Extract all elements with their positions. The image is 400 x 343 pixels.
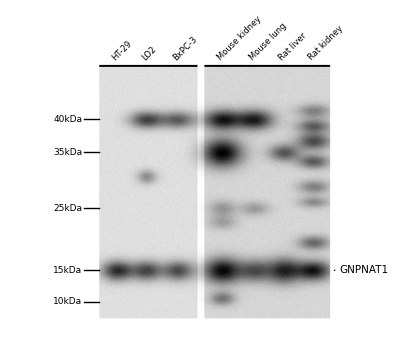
Text: Rat kidney: Rat kidney — [307, 24, 345, 62]
Text: Rat liver: Rat liver — [277, 31, 308, 62]
Text: 35kDa: 35kDa — [53, 148, 82, 157]
Text: HT-29: HT-29 — [110, 39, 134, 62]
Text: 10kDa: 10kDa — [53, 297, 82, 306]
Text: LO2: LO2 — [140, 44, 158, 62]
Text: 40kDa: 40kDa — [53, 115, 82, 124]
Text: Mouse lung: Mouse lung — [248, 21, 288, 62]
Text: GNPNAT1: GNPNAT1 — [340, 265, 389, 275]
Text: BxPC-3: BxPC-3 — [171, 34, 199, 62]
Text: Mouse kidney: Mouse kidney — [215, 14, 263, 62]
Text: 25kDa: 25kDa — [53, 204, 82, 213]
Text: 15kDa: 15kDa — [53, 266, 82, 275]
